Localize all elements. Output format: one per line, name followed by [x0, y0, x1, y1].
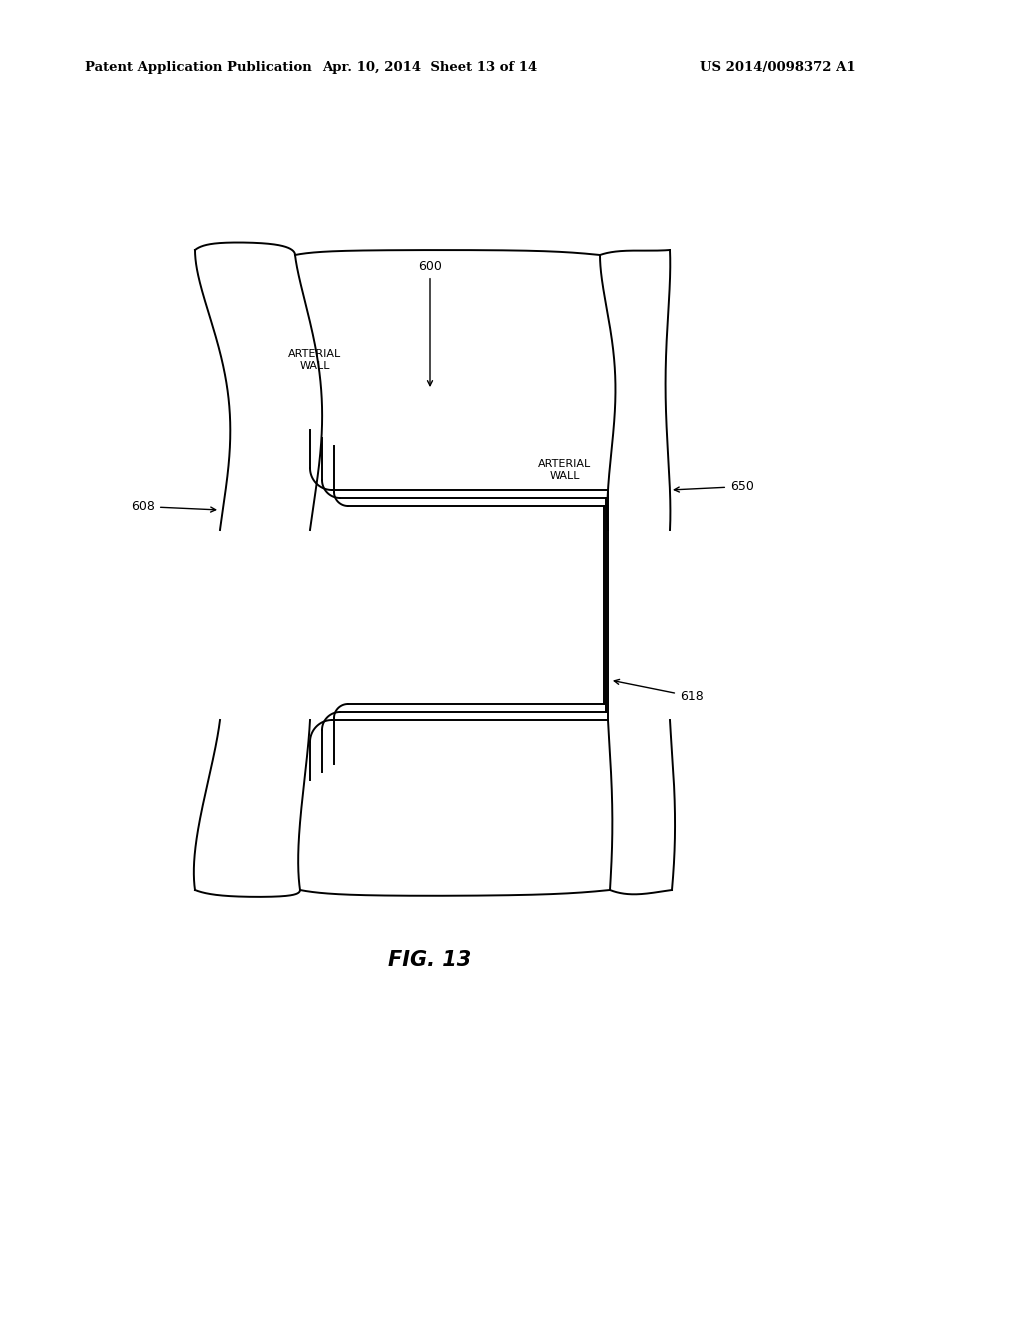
Text: FIG. 13: FIG. 13 — [388, 950, 472, 970]
Text: Apr. 10, 2014  Sheet 13 of 14: Apr. 10, 2014 Sheet 13 of 14 — [323, 62, 538, 74]
Text: US 2014/0098372 A1: US 2014/0098372 A1 — [700, 62, 856, 74]
Text: Patent Application Publication: Patent Application Publication — [85, 62, 311, 74]
Text: 600: 600 — [418, 260, 442, 385]
Text: 650: 650 — [675, 480, 754, 492]
Text: ARTERIAL
WALL: ARTERIAL WALL — [289, 350, 342, 371]
Text: ARTERIAL
WALL: ARTERIAL WALL — [539, 459, 592, 480]
Text: 608: 608 — [131, 500, 216, 513]
Text: 618: 618 — [614, 680, 703, 704]
